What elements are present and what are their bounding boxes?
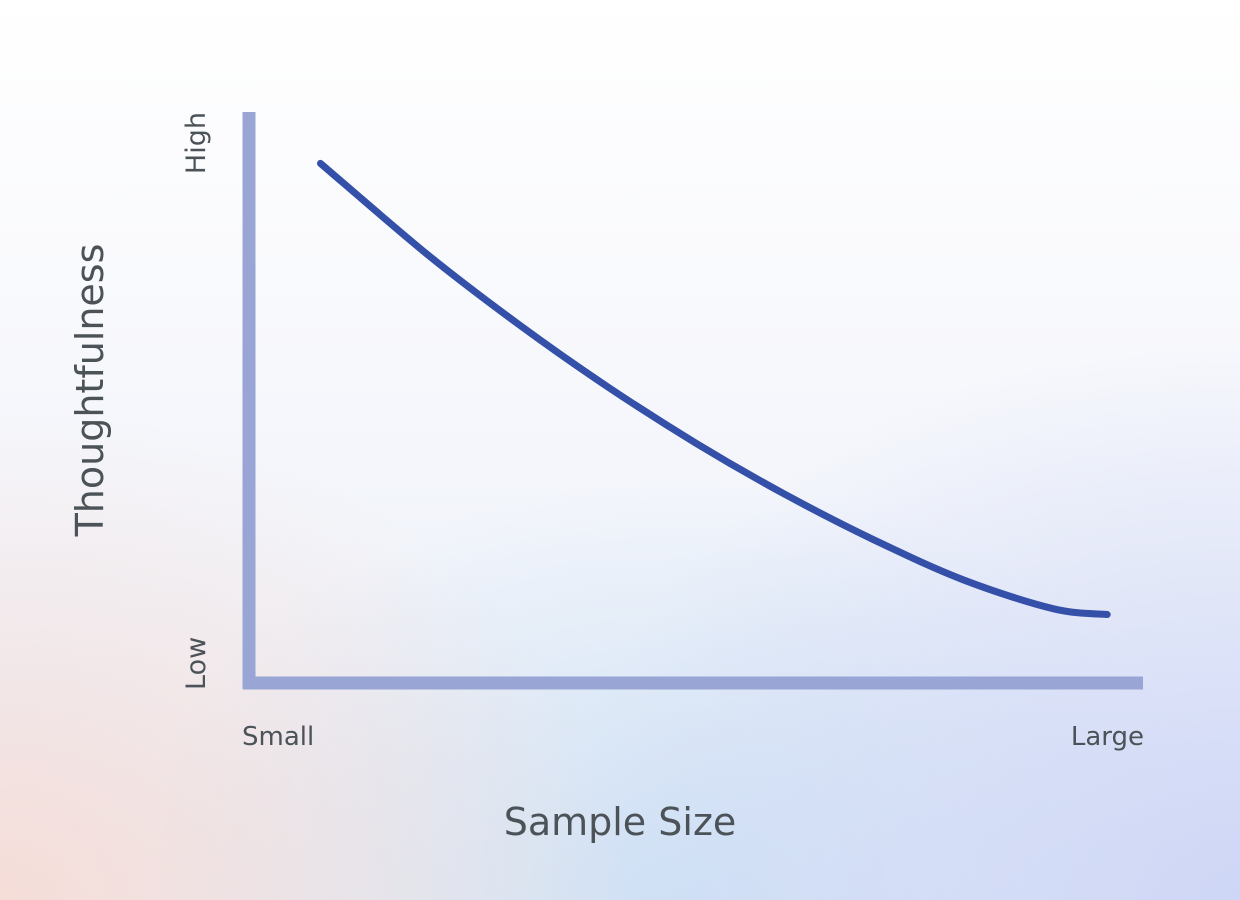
y-axis-title: Thoughtfulness — [68, 244, 112, 538]
series-line — [317, 159, 1111, 618]
x-axis-title: Sample Size — [504, 800, 737, 844]
x-tick-label-small: Small — [242, 722, 314, 752]
x-tick-label-large: Large — [1071, 722, 1144, 752]
y-tick-label-high: High — [181, 112, 212, 174]
y-tick-label-low: Low — [181, 637, 212, 690]
